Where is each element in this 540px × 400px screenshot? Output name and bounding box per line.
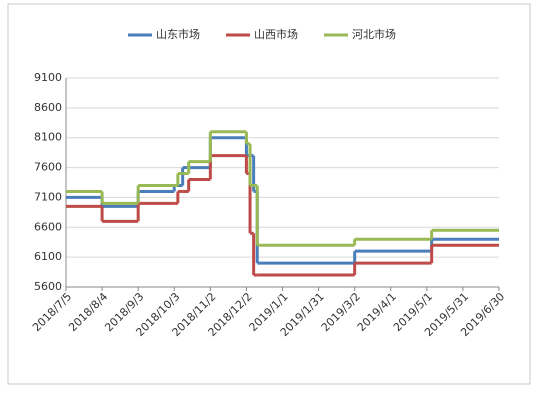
legend-label: 河北市场 [352, 27, 396, 41]
y-tick-label: 5600 [34, 280, 62, 293]
y-tick-label: 6100 [34, 250, 62, 263]
y-tick-label: 7100 [34, 190, 62, 203]
y-tick-label: 9100 [34, 71, 62, 84]
y-tick-label: 6600 [34, 220, 62, 233]
series-line [66, 154, 499, 277]
legend: 山东市场 山西市场 河北市场 [128, 27, 396, 41]
legend-label: 山西市场 [254, 27, 298, 41]
series-line [66, 130, 499, 247]
y-tick-label: 7600 [34, 161, 62, 174]
legend-label: 山东市场 [156, 27, 200, 41]
y-tick-label: 8100 [34, 131, 62, 144]
chart-frame [7, 3, 531, 385]
y-tick-label: 8600 [34, 101, 62, 114]
